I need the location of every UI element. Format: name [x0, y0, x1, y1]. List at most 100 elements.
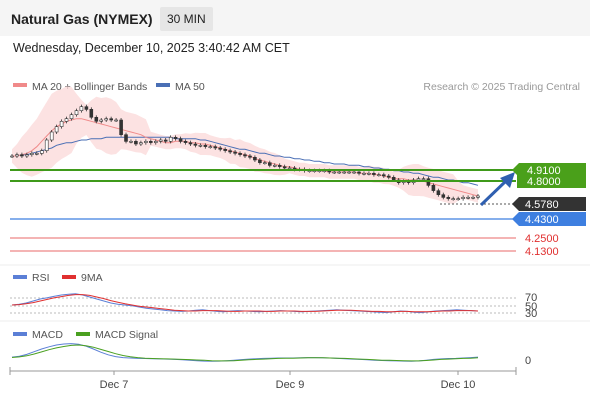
candle-body — [139, 142, 143, 145]
candle-body — [243, 154, 247, 157]
candle-body — [15, 154, 19, 157]
candle-body — [441, 194, 446, 198]
support-label-bg — [512, 212, 586, 226]
candle-body — [79, 106, 84, 111]
x-tick-label-2: Dec 9 — [276, 379, 305, 391]
candle-body — [461, 197, 465, 199]
projection-arrow-head — [500, 172, 515, 188]
candle-body — [431, 185, 436, 191]
candle-body — [129, 141, 133, 143]
candle-body — [39, 150, 44, 154]
candle-body — [154, 141, 158, 143]
candle-body — [416, 178, 421, 181]
candle-body — [114, 119, 118, 122]
candle-body — [49, 131, 54, 141]
candle-body — [94, 117, 99, 122]
candle-body — [223, 149, 227, 151]
candle-body — [178, 138, 183, 142]
macd-zero-label: 0 — [525, 355, 531, 367]
datetime-label: Wednesday, December 10, 2025 3:40:42 AM … — [13, 41, 290, 55]
candle-body — [203, 145, 208, 147]
candle-body — [20, 154, 24, 157]
ma20-legend-swatch — [13, 83, 27, 87]
candle-body — [183, 141, 188, 143]
last-price-label: 4.5780 — [525, 199, 559, 211]
timeframe-button[interactable]: 30 MIN — [160, 7, 213, 31]
candle-body — [188, 142, 193, 145]
candle-body — [10, 155, 14, 158]
x-tick-label-3: Dec 10 — [441, 379, 476, 391]
pivot-label-1: 4.2500 — [525, 233, 559, 245]
candle-body — [89, 109, 94, 118]
candle-body — [391, 177, 396, 181]
candle-body — [84, 106, 89, 110]
candle-body — [287, 167, 292, 170]
candle-body — [228, 150, 232, 153]
candle-body — [25, 154, 29, 157]
resistance-label-bg-2 — [517, 174, 586, 188]
candle-body — [426, 178, 431, 186]
rsi-level-50: 50 — [525, 301, 537, 313]
candle-body — [74, 110, 79, 115]
macd-signal-legend-swatch — [76, 332, 90, 336]
candle-body — [233, 151, 237, 154]
candle-body — [34, 153, 39, 155]
candle-body — [64, 118, 69, 122]
candle-body — [29, 153, 34, 155]
candle-body — [347, 171, 351, 174]
candle-body — [272, 165, 277, 167]
candle-body — [168, 137, 173, 142]
candle-body — [54, 126, 59, 133]
candle-body — [104, 118, 108, 121]
candle-body — [337, 171, 342, 174]
candle-body — [262, 162, 267, 164]
candle-body — [198, 145, 203, 147]
resistance-label-2: 4.8000 — [527, 176, 561, 188]
ma20-legend-label: MA 20 + Bollinger Bands — [32, 81, 147, 93]
candle-body — [99, 119, 103, 122]
last-price-label-bg — [512, 197, 586, 211]
candle-body — [238, 153, 242, 155]
pivot-label-2: 4.1300 — [525, 246, 559, 258]
candle-body — [218, 147, 222, 150]
candle-body — [253, 157, 257, 161]
candle-body — [471, 197, 475, 199]
candle-body — [446, 197, 451, 199]
rsi-ma-line — [11, 294, 479, 313]
support-label: 4.4300 — [525, 214, 559, 226]
resistance-label-bg-1 — [512, 163, 586, 177]
ma50-legend-swatch — [156, 83, 170, 87]
candle-body — [213, 146, 218, 149]
candle-body — [342, 171, 347, 174]
candle-body — [248, 155, 252, 158]
candle-body — [208, 146, 213, 148]
macd-legend-label: MACD — [32, 329, 63, 341]
candle-body — [119, 119, 123, 135]
candle-body — [134, 141, 138, 145]
candle-body — [386, 175, 391, 178]
candle-body — [451, 198, 456, 200]
macd-signal-legend-label: MACD Signal — [95, 329, 158, 341]
macd-line — [11, 343, 479, 362]
x-tick-label-1: Dec 7 — [100, 379, 129, 391]
candle-body — [372, 173, 376, 175]
candle-body — [476, 195, 480, 198]
candle-body — [277, 165, 282, 167]
candle-body — [124, 134, 128, 142]
candle-body — [149, 141, 153, 143]
candle-body — [144, 141, 148, 143]
candle-body — [362, 173, 366, 175]
instrument-title: Natural Gas (NYMEX) — [11, 11, 153, 27]
rsi-level-30: 30 — [525, 308, 537, 320]
candle-body — [158, 139, 163, 142]
rsi-line — [11, 293, 479, 314]
copyright-text: Research © 2025 Trading Central — [423, 81, 580, 93]
rsi-ma-legend-swatch — [62, 275, 76, 279]
candle-body — [193, 143, 198, 146]
ma50-line — [12, 136, 479, 186]
candle-body — [381, 174, 386, 177]
rsi-legend-label: RSI — [32, 272, 50, 284]
candle-body — [421, 178, 426, 180]
